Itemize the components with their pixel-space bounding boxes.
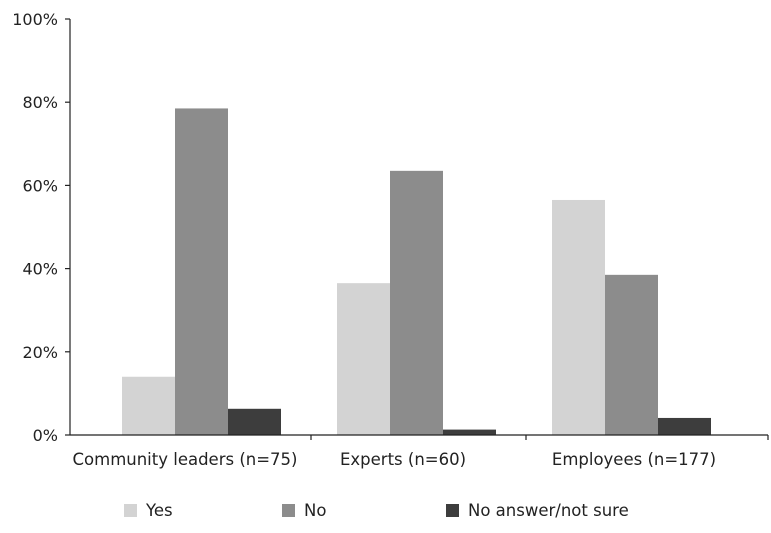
x-axis: Community leaders (n=75) Experts (n=60) Em…: [70, 434, 769, 469]
legend-swatch: [446, 504, 459, 517]
x-category-label: Employees (n=177): [552, 450, 716, 469]
bar-yes-2: [337, 283, 390, 435]
y-axis-ticks: 0% 20% 40% 60% 80% 100%: [12, 10, 70, 445]
legend-swatch: [282, 504, 295, 517]
y-tick-label: 100%: [12, 10, 58, 29]
legend-label: No: [304, 501, 326, 520]
legend-swatch: [124, 504, 137, 517]
y-tick-label: 40%: [22, 260, 58, 279]
y-tick-label: 0%: [33, 426, 58, 445]
bar-no-1: [175, 108, 228, 435]
bar-no-answer-not-sure-3: [658, 417, 711, 435]
bar-yes-3: [552, 199, 605, 435]
bar-no-3: [605, 274, 658, 435]
legend-label: No answer/not sure: [468, 501, 629, 520]
bar-no-answer-not-sure-2: [443, 429, 496, 435]
legend-label: Yes: [145, 501, 173, 520]
bar-no-2: [390, 170, 443, 435]
y-tick-label: 80%: [22, 93, 58, 112]
x-category-label: Experts (n=60): [340, 450, 466, 469]
legend: Yes No No answer/not sure: [124, 501, 629, 520]
x-category-label: Community leaders (n=75): [73, 450, 298, 469]
bar-no-answer-not-sure-1: [228, 408, 281, 435]
y-tick-label: 20%: [22, 343, 58, 362]
bars: [122, 108, 711, 435]
bar-yes-1: [122, 376, 175, 435]
y-tick-label: 60%: [22, 176, 58, 195]
